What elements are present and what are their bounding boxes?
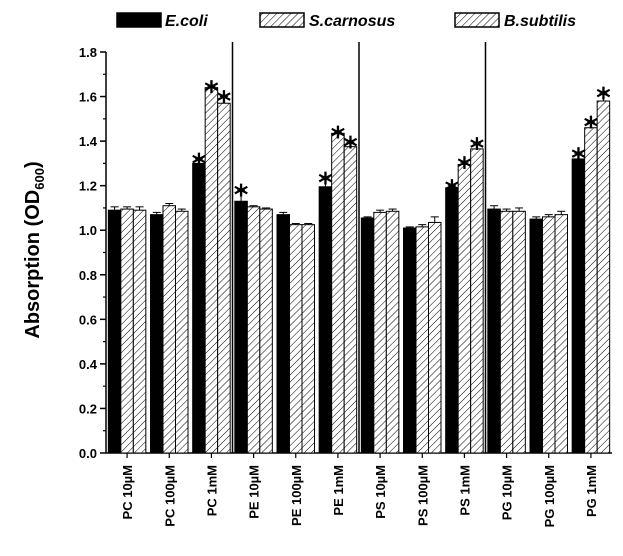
significance-star: *	[192, 147, 207, 180]
legend-label-ecoli: E.coli	[165, 13, 208, 30]
y-axis-title-close: )	[22, 161, 44, 168]
bar	[385, 210, 400, 454]
x-tick-label: PC 10µM	[120, 465, 135, 519]
bar	[343, 146, 358, 454]
bar	[331, 132, 345, 454]
significance-star: *	[470, 131, 485, 164]
bar	[150, 214, 164, 454]
y-tick-label: 0.2	[79, 401, 97, 416]
significance-star: *	[318, 166, 333, 199]
legend: E.coli S.carnosus B.subtilis	[116, 12, 576, 30]
bar	[529, 218, 543, 454]
x-tick-label: PS 10µM	[373, 465, 388, 519]
bar	[318, 186, 333, 454]
bar	[415, 226, 429, 454]
bar	[132, 209, 147, 454]
legend-swatch-ecoli	[116, 12, 162, 28]
y-tick-label: 1.0	[79, 223, 97, 238]
bar	[403, 227, 417, 454]
bar	[571, 158, 586, 454]
y-axis-title-main: Absorption (OD	[22, 190, 44, 339]
y-tick-label: 0.4	[79, 357, 98, 372]
bar	[373, 211, 387, 454]
x-tick-label: PC 100µM	[162, 465, 177, 527]
significance-star: *	[596, 81, 611, 114]
x-tick-label: PE 100µM	[289, 465, 304, 526]
legend-label-scarnosus: S.carnosus	[309, 13, 395, 30]
bar	[542, 216, 556, 454]
legend-swatch-bsubtilis	[454, 12, 500, 28]
y-tick-label: 1.6	[79, 90, 97, 105]
x-tick-label: PS 1mM	[457, 465, 472, 516]
bar	[259, 208, 273, 454]
legend-swatch-scarnosus	[259, 12, 305, 28]
significance-star: *	[234, 178, 249, 211]
significance-star: *	[331, 120, 346, 153]
significance-star: *	[445, 174, 460, 207]
bar	[192, 162, 206, 454]
bar	[457, 164, 472, 454]
significance-star: *	[217, 85, 232, 118]
significance-star: *	[457, 150, 472, 183]
bar	[487, 208, 501, 454]
significance-star: *	[584, 110, 599, 143]
bar	[276, 214, 290, 454]
bar	[301, 224, 315, 454]
bar	[499, 210, 514, 454]
y-tick-label: 1.2	[79, 179, 97, 194]
bar	[584, 127, 598, 454]
bar	[445, 187, 459, 454]
x-tick-label: PG 1mM	[584, 465, 599, 517]
significance-star: *	[343, 130, 358, 163]
bar	[246, 206, 261, 454]
bar	[470, 148, 484, 454]
x-tick-label: PG 10µM	[500, 465, 515, 520]
bar	[217, 102, 231, 454]
y-axis-title-subscript: 600	[32, 168, 47, 190]
y-axis-title: Absorption (OD600)	[22, 161, 47, 338]
x-tick-label: PE 1mM	[331, 465, 346, 516]
x-tick-label: PG 100µM	[542, 465, 557, 527]
y-tick-label: 0.0	[79, 446, 97, 461]
bar	[162, 205, 176, 454]
plot-area: 0.0 0.2 0.4 0.6 0.8 1.0 1.2 1.4 1.6 1.8 PC 10µM PC …	[79, 42, 612, 527]
significance-star: *	[571, 141, 586, 174]
legend-label-bsubtilis: B.subtilis	[504, 13, 576, 30]
bar	[428, 221, 442, 454]
y-tick-label: 0.8	[79, 268, 97, 283]
x-tick-label: PE 10µM	[247, 465, 262, 519]
bar	[107, 209, 122, 454]
bar	[204, 87, 219, 454]
bar	[234, 200, 248, 454]
y-tick-label: 1.4	[79, 134, 98, 149]
x-tick-label: PS 100µM	[415, 465, 430, 526]
y-tick-label: 0.6	[79, 312, 97, 327]
y-tick-label: 1.8	[79, 45, 97, 60]
bar	[554, 214, 568, 454]
bar	[120, 208, 134, 454]
bar	[289, 224, 303, 454]
bar	[360, 217, 375, 454]
bar	[512, 210, 526, 454]
significance-star: *	[204, 75, 219, 108]
x-tick-label: PC 1mM	[204, 465, 219, 516]
bar	[596, 100, 611, 454]
bar	[175, 210, 189, 454]
